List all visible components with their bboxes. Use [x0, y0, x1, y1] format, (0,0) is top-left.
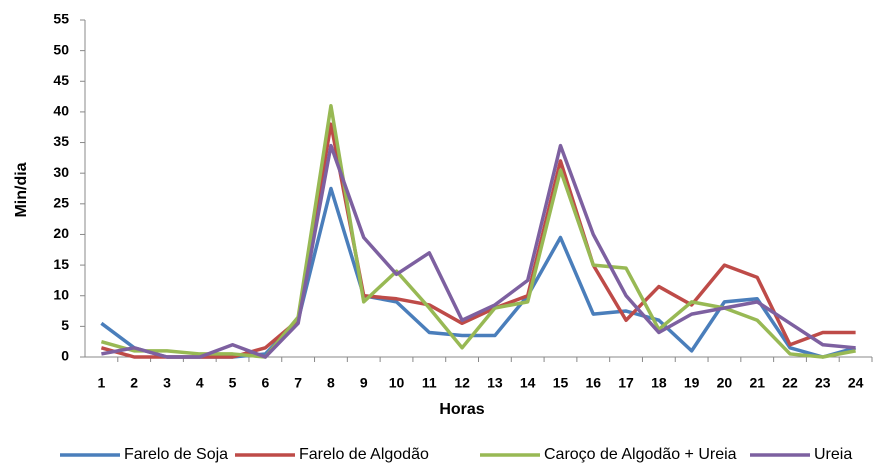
x-tick-label: 22 [782, 375, 798, 391]
x-tick-label: 19 [684, 375, 700, 391]
y-tick-label: 40 [53, 103, 69, 119]
x-tick-label: 4 [196, 375, 204, 391]
x-tick-label: 21 [749, 375, 765, 391]
x-tick-label: 2 [130, 375, 138, 391]
x-tick-label: 11 [422, 375, 437, 391]
x-tick-label: 9 [360, 375, 368, 391]
legend-label: Farelo de Soja [124, 446, 228, 463]
x-tick-label: 24 [848, 375, 864, 391]
x-tick-label: 1 [97, 375, 105, 391]
y-tick-label: 5 [61, 317, 69, 333]
series-line [100, 104, 856, 359]
x-tick-label: 23 [815, 375, 831, 391]
y-tick-label: 20 [53, 225, 69, 241]
y-tick-label: 35 [53, 133, 69, 149]
x-tick-label: 17 [618, 375, 634, 391]
x-tick-label: 8 [327, 375, 335, 391]
y-tick-label: 55 [53, 11, 69, 27]
y-tick-label: 0 [61, 348, 69, 364]
y-tick-label: 50 [53, 41, 69, 57]
x-tick-label: 12 [454, 375, 470, 391]
x-tick-label: 20 [717, 375, 733, 391]
y-tick-label: 45 [53, 72, 69, 88]
legend-label: Farelo de Algodão [299, 446, 429, 463]
x-tick-label: 14 [520, 375, 536, 391]
legend-label: Ureia [814, 446, 852, 463]
y-axis-title: Min/dia [13, 162, 30, 217]
x-axis-title: Horas [439, 401, 484, 418]
x-tick-label: 15 [553, 375, 569, 391]
y-tick-label: 25 [53, 195, 69, 211]
y-tick-label: 10 [53, 286, 69, 302]
x-tick-label: 6 [261, 375, 269, 391]
series-line [101, 143, 856, 359]
x-tick-label: 16 [585, 375, 601, 391]
legend-label: Caroço de Algodão + Ureia [544, 446, 737, 463]
x-tick-label: 13 [487, 375, 503, 391]
y-tick-label: 15 [53, 256, 69, 272]
x-tick-label: 10 [389, 375, 405, 391]
series-line [100, 122, 856, 359]
x-tick-label: 7 [294, 375, 302, 391]
x-tick-label: 5 [229, 375, 237, 391]
x-tick-label: 3 [163, 375, 171, 391]
y-tick-label: 30 [53, 164, 69, 180]
x-tick-label: 18 [651, 375, 667, 391]
